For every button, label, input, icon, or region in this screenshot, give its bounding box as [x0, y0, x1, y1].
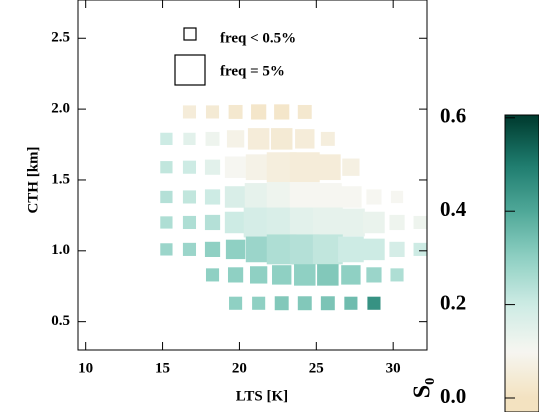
square	[274, 296, 289, 311]
square	[272, 265, 292, 285]
square	[413, 242, 427, 256]
square	[289, 152, 320, 183]
square	[204, 189, 221, 205]
square	[160, 243, 173, 256]
colorbar-label: S₀	[410, 378, 436, 399]
square	[390, 268, 404, 282]
square	[317, 264, 339, 286]
plot-marks	[160, 104, 427, 311]
legend-small-square	[183, 27, 197, 41]
square	[342, 158, 360, 176]
square	[270, 128, 293, 150]
square	[205, 131, 220, 146]
square	[183, 132, 196, 145]
square	[312, 234, 343, 265]
square	[160, 216, 173, 229]
square	[297, 296, 312, 311]
square	[367, 296, 381, 310]
y-tick-label: 0.5	[51, 313, 70, 329]
square	[225, 239, 246, 260]
square	[363, 238, 385, 261]
square	[294, 264, 316, 286]
square	[204, 241, 221, 257]
colorbar-tick-label: 0.6	[440, 104, 466, 128]
square	[297, 104, 312, 119]
square	[274, 104, 290, 120]
square	[182, 160, 197, 174]
square	[160, 161, 173, 174]
square	[224, 211, 247, 234]
square	[344, 296, 358, 310]
y-tick-label: 1.5	[51, 171, 70, 187]
square	[252, 296, 266, 310]
colorbar-tick-label: 0.2	[440, 290, 466, 314]
square	[182, 190, 197, 204]
square	[320, 131, 335, 146]
square	[363, 211, 385, 234]
square	[205, 268, 220, 282]
square	[314, 154, 341, 181]
colorbar	[504, 114, 539, 412]
square	[182, 242, 197, 256]
legend-label: freq = 5%	[220, 63, 285, 79]
legend-big-square	[174, 54, 206, 86]
square	[182, 105, 197, 119]
x-tick-label: 15	[155, 360, 170, 376]
square	[226, 130, 245, 148]
square	[247, 128, 270, 150]
square	[249, 266, 268, 284]
square	[295, 129, 315, 149]
square	[389, 214, 405, 231]
x-tick-label: 20	[232, 360, 247, 376]
y-axis-label: CTH [km]	[25, 146, 41, 213]
square	[338, 236, 364, 263]
square	[336, 208, 365, 237]
square	[320, 296, 335, 311]
y-tick-label: 1.0	[51, 242, 70, 258]
y-tick-label: 2.0	[51, 101, 70, 117]
x-tick-label: 10	[78, 360, 93, 376]
colorbar-tick-label: 0.4	[440, 197, 467, 221]
square	[227, 267, 244, 283]
square	[366, 189, 382, 205]
square	[182, 215, 197, 230]
square	[204, 214, 221, 231]
square	[205, 105, 220, 119]
y-tick-label: 2.5	[51, 30, 70, 46]
colorbar-tick-label: 0.0	[440, 384, 466, 408]
plot-frame	[77, 0, 428, 351]
square	[413, 215, 427, 230]
x-tick-label: 25	[309, 360, 324, 376]
x-axis-label: LTS [K]	[236, 388, 288, 404]
legend-label: freq < 0.5%	[220, 30, 296, 46]
square	[228, 104, 243, 119]
square	[224, 186, 247, 208]
square	[341, 265, 361, 285]
x-tick-label: 30	[386, 360, 401, 376]
square	[160, 132, 173, 145]
square	[390, 190, 404, 204]
square	[389, 241, 405, 257]
square	[224, 156, 247, 178]
square	[366, 267, 382, 283]
square	[251, 104, 267, 120]
square	[160, 190, 173, 204]
square	[229, 296, 243, 310]
square	[340, 186, 362, 208]
square	[204, 159, 221, 175]
square	[313, 183, 342, 211]
